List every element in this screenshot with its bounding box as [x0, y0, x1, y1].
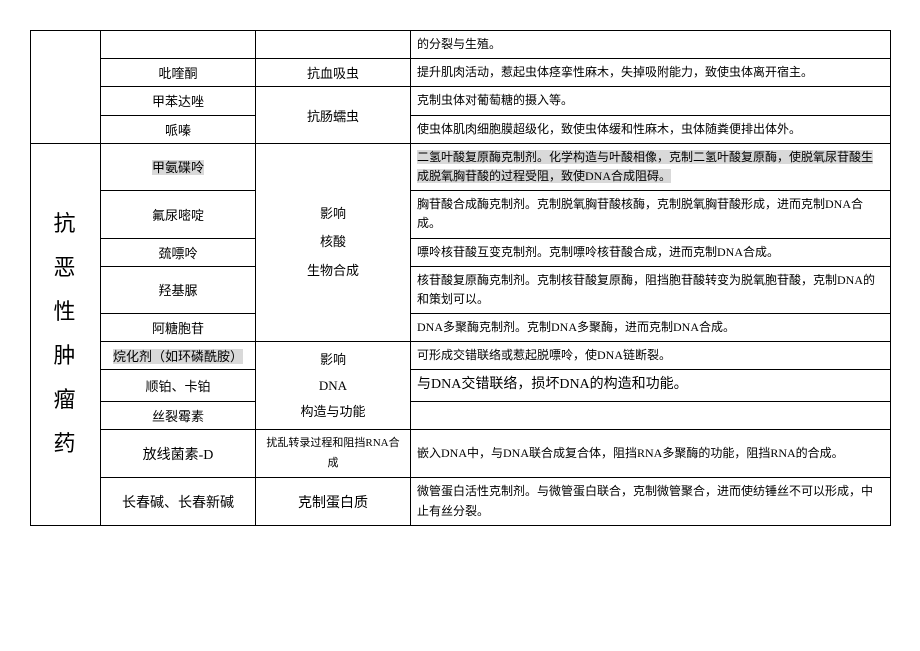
category-label: 抗恶性肿瘤药	[31, 143, 101, 525]
drug-name: 阿糖胞苷	[101, 314, 256, 342]
drug-name: 长春碱、长春新碱	[101, 478, 256, 525]
description: 核苷酸复原酶克制剂。克制核苷酸复原酶，阻挡胞苷酸转变为脱氧胞苷酸，克制DNA的和…	[411, 266, 891, 313]
description: 与DNA交错联络，损坏DNA的构造和功能。	[411, 370, 891, 401]
drug-name: 丝裂霉素	[101, 401, 256, 429]
drug-name	[101, 31, 256, 59]
table-row: 氟尿嘧啶 胸苷酸合成酶克制剂。克制脱氧胸苷酸核酶，克制脱氧胸苷酸形成，进而克制D…	[31, 191, 891, 238]
drug-name: 羟基脲	[101, 266, 256, 313]
mechanism: 扰乱转录过程和阻挡RNA合成	[256, 429, 411, 478]
drug-name: 氟尿嘧啶	[101, 191, 256, 238]
table-row: 顺铂、卡铂 与DNA交错联络，损坏DNA的构造和功能。	[31, 370, 891, 401]
description: 克制虫体对葡萄糖的摄入等。	[411, 87, 891, 115]
description: 二氢叶酸复原酶克制剂。化学构造与叶酸相像，克制二氢叶酸复原酶，使脱氧尿苷酸生成脱…	[411, 143, 891, 190]
mechanism	[256, 31, 411, 59]
drug-name: 哌嗪	[101, 115, 256, 143]
description: 的分裂与生殖。	[411, 31, 891, 59]
drug-name: 甲苯达唑	[101, 87, 256, 115]
description: 微管蛋白活性克制剂。与微管蛋白联合，克制微管聚合，进而使纺锤丝不可以形成，中止有…	[411, 478, 891, 525]
table-row: 长春碱、长春新碱 克制蛋白质 微管蛋白活性克制剂。与微管蛋白联合，克制微管聚合，…	[31, 478, 891, 525]
description: 使虫体肌肉细胞膜超级化，致使虫体缓和性麻木，虫体随粪便排出体外。	[411, 115, 891, 143]
drug-name: 吡喹酮	[101, 59, 256, 87]
table-row: 抗恶性肿瘤药 甲氨碟呤 影响核酸生物合成 二氢叶酸复原酶克制剂。化学构造与叶酸相…	[31, 143, 891, 190]
drug-name: 放线菌素-D	[101, 429, 256, 478]
drug-table: 的分裂与生殖。 吡喹酮 抗血吸虫 提升肌肉活动，惹起虫体痉挛性麻木，失掉吸附能力…	[30, 30, 891, 526]
table-row: 的分裂与生殖。	[31, 31, 891, 59]
description: 可形成交错联络或惹起脱嘌呤，使DNA链断裂。	[411, 342, 891, 370]
table-row: 甲苯达唑 抗肠蠕虫 克制虫体对葡萄糖的摄入等。	[31, 87, 891, 115]
description: 嘌呤核苷酸互变克制剂。克制嘌呤核苷酸合成，进而克制DNA合成。	[411, 238, 891, 266]
mechanism: 影响DNA构造与功能	[256, 342, 411, 430]
table-row: 丝裂霉素	[31, 401, 891, 429]
drug-name: 顺铂、卡铂	[101, 370, 256, 401]
description	[411, 401, 891, 429]
table-row: 羟基脲 核苷酸复原酶克制剂。克制核苷酸复原酶，阻挡胞苷酸转变为脱氧胞苷酸，克制D…	[31, 266, 891, 313]
mechanism: 抗血吸虫	[256, 59, 411, 87]
table-row: 阿糖胞苷 DNA多聚酶克制剂。克制DNA多聚酶，进而克制DNA合成。	[31, 314, 891, 342]
description: DNA多聚酶克制剂。克制DNA多聚酶，进而克制DNA合成。	[411, 314, 891, 342]
table-row: 放线菌素-D 扰乱转录过程和阻挡RNA合成 嵌入DNA中，与DNA联合成复合体，…	[31, 429, 891, 478]
mechanism: 克制蛋白质	[256, 478, 411, 525]
blank-category	[31, 31, 101, 144]
table-row: 烷化剂（如环磷酰胺） 影响DNA构造与功能 可形成交错联络或惹起脱嘌呤，使DNA…	[31, 342, 891, 370]
table-row: 巯嘌呤 嘌呤核苷酸互变克制剂。克制嘌呤核苷酸合成，进而克制DNA合成。	[31, 238, 891, 266]
description: 提升肌肉活动，惹起虫体痉挛性麻木，失掉吸附能力，致使虫体离开宿主。	[411, 59, 891, 87]
category-text: 抗恶性肿瘤药	[53, 211, 77, 456]
mechanism: 影响核酸生物合成	[256, 143, 411, 342]
drug-name: 巯嘌呤	[101, 238, 256, 266]
description: 胸苷酸合成酶克制剂。克制脱氧胸苷酸核酶，克制脱氧胸苷酸形成，进而克制DNA合成。	[411, 191, 891, 238]
description: 嵌入DNA中，与DNA联合成复合体，阻挡RNA多聚酶的功能，阻挡RNA的合成。	[411, 429, 891, 478]
mechanism: 抗肠蠕虫	[256, 87, 411, 143]
table-row: 哌嗪 使虫体肌肉细胞膜超级化，致使虫体缓和性麻木，虫体随粪便排出体外。	[31, 115, 891, 143]
table-row: 吡喹酮 抗血吸虫 提升肌肉活动，惹起虫体痉挛性麻木，失掉吸附能力，致使虫体离开宿…	[31, 59, 891, 87]
drug-name: 甲氨碟呤	[101, 143, 256, 190]
drug-name: 烷化剂（如环磷酰胺）	[101, 342, 256, 370]
